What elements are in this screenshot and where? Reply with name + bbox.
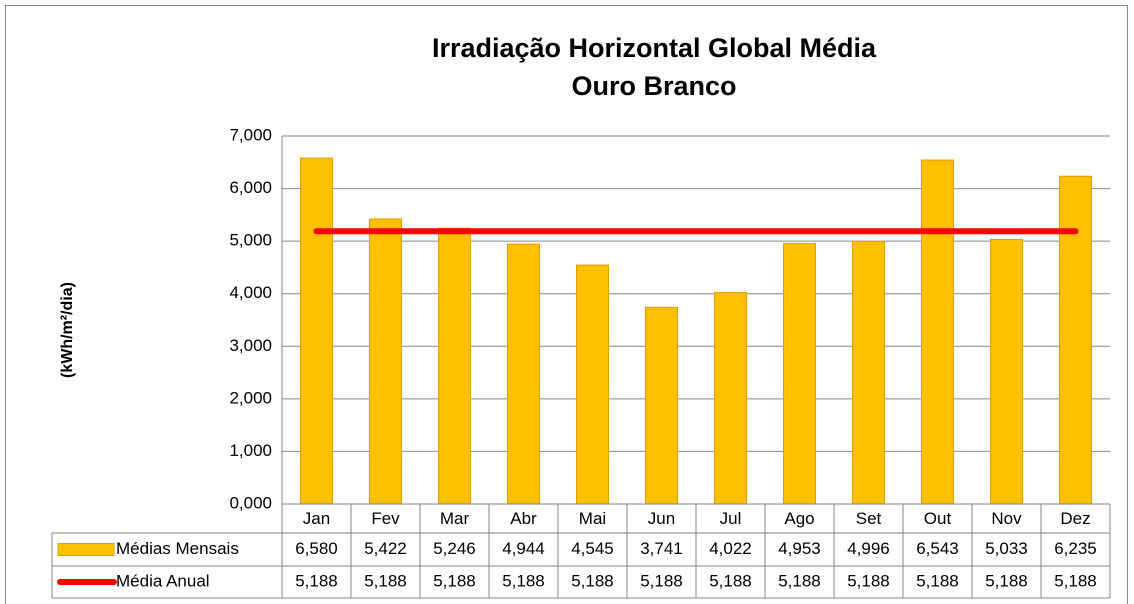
table-value: 5,033 — [985, 539, 1028, 558]
legend-key — [57, 543, 115, 556]
table-value: 5,188 — [778, 571, 821, 590]
table-value: 5,188 — [571, 571, 614, 590]
table-value: 5,188 — [1054, 571, 1097, 590]
table-value: 6,543 — [916, 539, 959, 558]
y-tick-label: 2,000 — [229, 388, 272, 407]
table-value: 5,188 — [364, 571, 407, 590]
table-value: 5,422 — [364, 539, 407, 558]
table-value: 6,580 — [295, 539, 338, 558]
x-tick-label: Set — [856, 509, 882, 528]
table-value: 4,022 — [709, 539, 752, 558]
legend-label: Média Anual — [116, 571, 210, 590]
table-value: 5,188 — [985, 571, 1028, 590]
table-value: 5,188 — [502, 571, 545, 590]
y-tick-label: 1,000 — [229, 441, 272, 460]
x-tick-label: Jun — [648, 509, 675, 528]
bar — [1059, 175, 1092, 505]
y-tick-label: 6,000 — [229, 178, 272, 197]
x-tick-label: Out — [924, 509, 952, 528]
chart-subtitle: Ouro Branco — [571, 71, 736, 101]
x-tick-label: Mar — [440, 509, 470, 528]
table-value: 6,235 — [1054, 539, 1097, 558]
legend-label: Médias Mensais — [116, 539, 239, 558]
bar — [852, 240, 885, 505]
x-tick-label: Mai — [579, 509, 606, 528]
x-tick-label: Dez — [1060, 509, 1090, 528]
x-tick-label: Nov — [991, 509, 1022, 528]
table-value: 4,996 — [847, 539, 890, 558]
x-tick-label: Fev — [371, 509, 400, 528]
chart-border — [5, 5, 1128, 604]
table-value: 4,944 — [502, 539, 545, 558]
bar — [714, 292, 747, 505]
y-tick-label: 4,000 — [229, 283, 272, 302]
bar — [921, 159, 954, 505]
table-value: 5,188 — [433, 571, 476, 590]
bar — [990, 238, 1023, 505]
x-tick-label: Ago — [784, 509, 814, 528]
table-value: 5,246 — [433, 539, 476, 558]
y-axis-label: (kWh/m²/dia) — [59, 282, 76, 378]
y-tick-label: 7,000 — [229, 125, 272, 144]
table-value: 5,188 — [640, 571, 683, 590]
table-value: 5,188 — [295, 571, 338, 590]
x-tick-label: Jul — [720, 509, 742, 528]
bar — [783, 243, 816, 505]
y-tick-label: 3,000 — [229, 336, 272, 355]
table-value: 4,953 — [778, 539, 821, 558]
table-value: 5,188 — [916, 571, 959, 590]
y-tick-label: 5,000 — [229, 231, 272, 250]
bar — [645, 306, 678, 505]
bar — [438, 227, 471, 505]
bar — [576, 264, 609, 505]
x-tick-label: Jan — [303, 509, 330, 528]
x-tick-label: Abr — [510, 509, 537, 528]
table-value: 5,188 — [847, 571, 890, 590]
bar — [300, 157, 333, 505]
table-value: 4,545 — [571, 539, 614, 558]
table-value: 3,741 — [640, 539, 683, 558]
bar — [369, 218, 402, 505]
y-tick-label: 0,000 — [229, 493, 272, 512]
bar — [507, 243, 540, 505]
chart-title: Irradiação Horizontal Global Média — [432, 33, 877, 63]
table-value: 5,188 — [709, 571, 752, 590]
